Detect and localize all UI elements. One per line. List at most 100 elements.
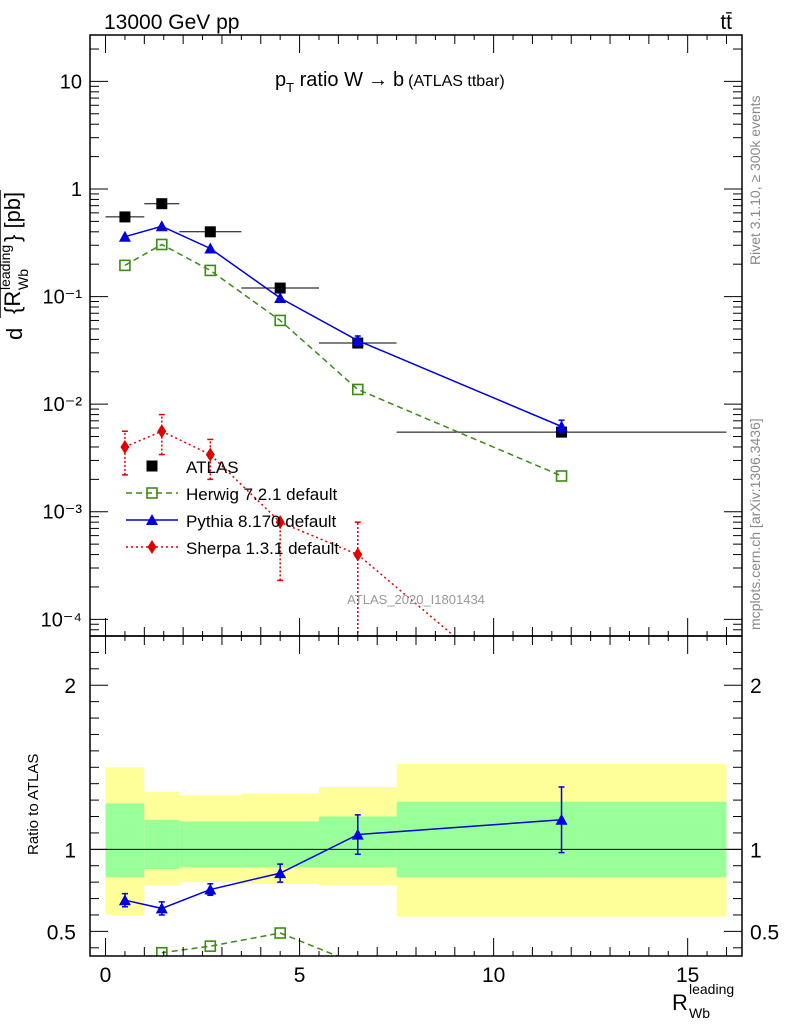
legend-entry-herwig: Herwig 7.2.1 default — [126, 485, 337, 504]
series-atlas — [105, 198, 727, 438]
x-axis-label: R leading Wb — [672, 981, 734, 1021]
data-point — [557, 720, 566, 734]
series-pythia — [118, 220, 568, 434]
data-point — [204, 242, 217, 254]
watermark-analysis-id: ATLAS_2020_I1801434 — [347, 592, 485, 607]
x-tick-label: 0 — [100, 964, 112, 987]
data-point — [555, 420, 568, 432]
data-point — [119, 259, 131, 272]
plot-frames: 10⁻⁴ 10⁻³ 10⁻² 10⁻¹ 1 10 0.5 0.5 1 1 2 2 0 5 10 15 — [41, 34, 779, 987]
legend-label: Pythia 8.170 default — [186, 512, 337, 531]
y-tick-label: 10⁻³ — [43, 502, 83, 524]
ratio-y-tick-label: 1 — [750, 839, 762, 862]
series-herwig — [119, 238, 568, 482]
uncertainty-band-inner — [144, 819, 180, 870]
data-point — [274, 282, 286, 294]
ratio-plot-area — [90, 786, 742, 969]
uncertainty-band-inner — [179, 821, 242, 868]
legend-label: Sherpa 1.3.1 default — [186, 539, 339, 558]
x-tick-label: 10 — [482, 964, 505, 987]
data-point — [274, 314, 286, 327]
ratio-point — [274, 867, 287, 879]
series-line — [124, 225, 562, 428]
legend-entry-pythia: Pythia 8.170 default — [126, 512, 337, 531]
ratio-series-herwig — [155, 927, 363, 969]
data-point — [155, 238, 168, 251]
ratio-series-line — [161, 932, 340, 956]
legend: ATLAS Herwig 7.2.1 default Pythia 8.170 de… — [126, 458, 339, 558]
y-tick-label: 10 — [60, 71, 82, 93]
y-tick-label: 10⁻⁴ — [41, 609, 82, 631]
ratio-series-pythia — [118, 786, 568, 916]
x-tick-label: 15 — [676, 964, 699, 987]
ratio-bands — [105, 764, 727, 917]
header-process: tt̄ — [720, 11, 732, 34]
y-tick-label: 10⁻¹ — [43, 287, 83, 309]
ratio-point — [555, 813, 568, 825]
data-point — [157, 424, 167, 439]
ratio-plot — [90, 786, 742, 969]
x-tick-label: 5 — [294, 964, 306, 987]
svg-text:pT ratio W→b(ATLAS ttbar): pT ratio W → b (ATLAS ttbar) — [275, 69, 505, 95]
data-point — [204, 226, 216, 238]
data-point — [275, 515, 285, 530]
data-point — [205, 447, 215, 462]
ratio-y-tick-label: 2 — [64, 675, 76, 698]
legend-marker — [146, 514, 158, 525]
svg-text:Wb: Wb — [689, 1005, 710, 1021]
series-line — [124, 243, 562, 477]
legend-marker — [146, 487, 158, 499]
legend-label: ATLAS — [186, 458, 239, 477]
ratio-series-line — [124, 819, 562, 910]
svg-text:} [pb]: } [pb] — [0, 192, 25, 242]
main-plot — [105, 198, 727, 734]
data-point — [274, 292, 287, 304]
ratio-point — [155, 946, 168, 956]
svg-text:leading: leading — [0, 245, 13, 290]
ratio-point — [118, 894, 131, 906]
ratio-point — [204, 883, 217, 895]
main-plot-area — [105, 198, 727, 734]
data-point — [120, 439, 130, 454]
legend-entry-sherpa: Sherpa 1.3.1 default — [126, 539, 339, 558]
ratio-y-tick-label: 1 — [64, 839, 76, 862]
uncertainty-band-inner — [105, 803, 145, 878]
ratio-y-tick-label: 0.5 — [47, 921, 76, 944]
legend-marker — [147, 540, 157, 554]
ratio-point — [204, 940, 217, 952]
y-tick-label: 10⁻² — [43, 394, 83, 416]
legend-label: Herwig 7.2.1 default — [186, 485, 337, 504]
data-point — [555, 470, 568, 482]
ratio-y-tick-label: 2 — [750, 675, 762, 698]
svg-text:Wb: Wb — [15, 269, 31, 290]
data-point — [119, 211, 131, 223]
data-point — [118, 230, 131, 242]
svg-text:d: d — [2, 328, 27, 340]
svg-text:{R: {R — [0, 291, 25, 314]
data-point — [351, 334, 364, 346]
ratio-point — [351, 828, 364, 840]
data-point — [351, 383, 364, 396]
chart-title: pT ratio W → b (ATLAS ttbar) — [275, 69, 505, 95]
data-point — [156, 198, 168, 210]
ratio-y-axis-label: Ratio to ATLAS — [25, 754, 42, 855]
header-energy: 13000 GeV pp — [104, 11, 239, 34]
svg-text:R: R — [672, 990, 688, 1015]
data-point — [204, 264, 217, 277]
ratio-y-tick-label: 0.5 — [750, 921, 779, 944]
data-point — [353, 547, 363, 562]
data-point — [155, 220, 168, 232]
series-sherpa — [120, 413, 566, 734]
y-tick-label: 1 — [71, 179, 82, 201]
uncertainty-band-inner — [241, 821, 319, 868]
ratio-point — [155, 902, 168, 914]
legend-marker — [146, 460, 158, 472]
y-axis-label: d {R Wb leading } [pb] dσ fid — [0, 190, 31, 340]
ratio-point — [353, 959, 363, 969]
ratio-point — [274, 927, 286, 939]
legend-entry-atlas: ATLAS — [146, 458, 239, 477]
side-mcplots-label: mcplots.cern.ch [arXiv:1306.3436] — [747, 418, 763, 630]
side-rivet-label: Rivet 3.1.10, ≥ 300k events — [747, 95, 763, 265]
svg-text:leading: leading — [689, 981, 734, 997]
